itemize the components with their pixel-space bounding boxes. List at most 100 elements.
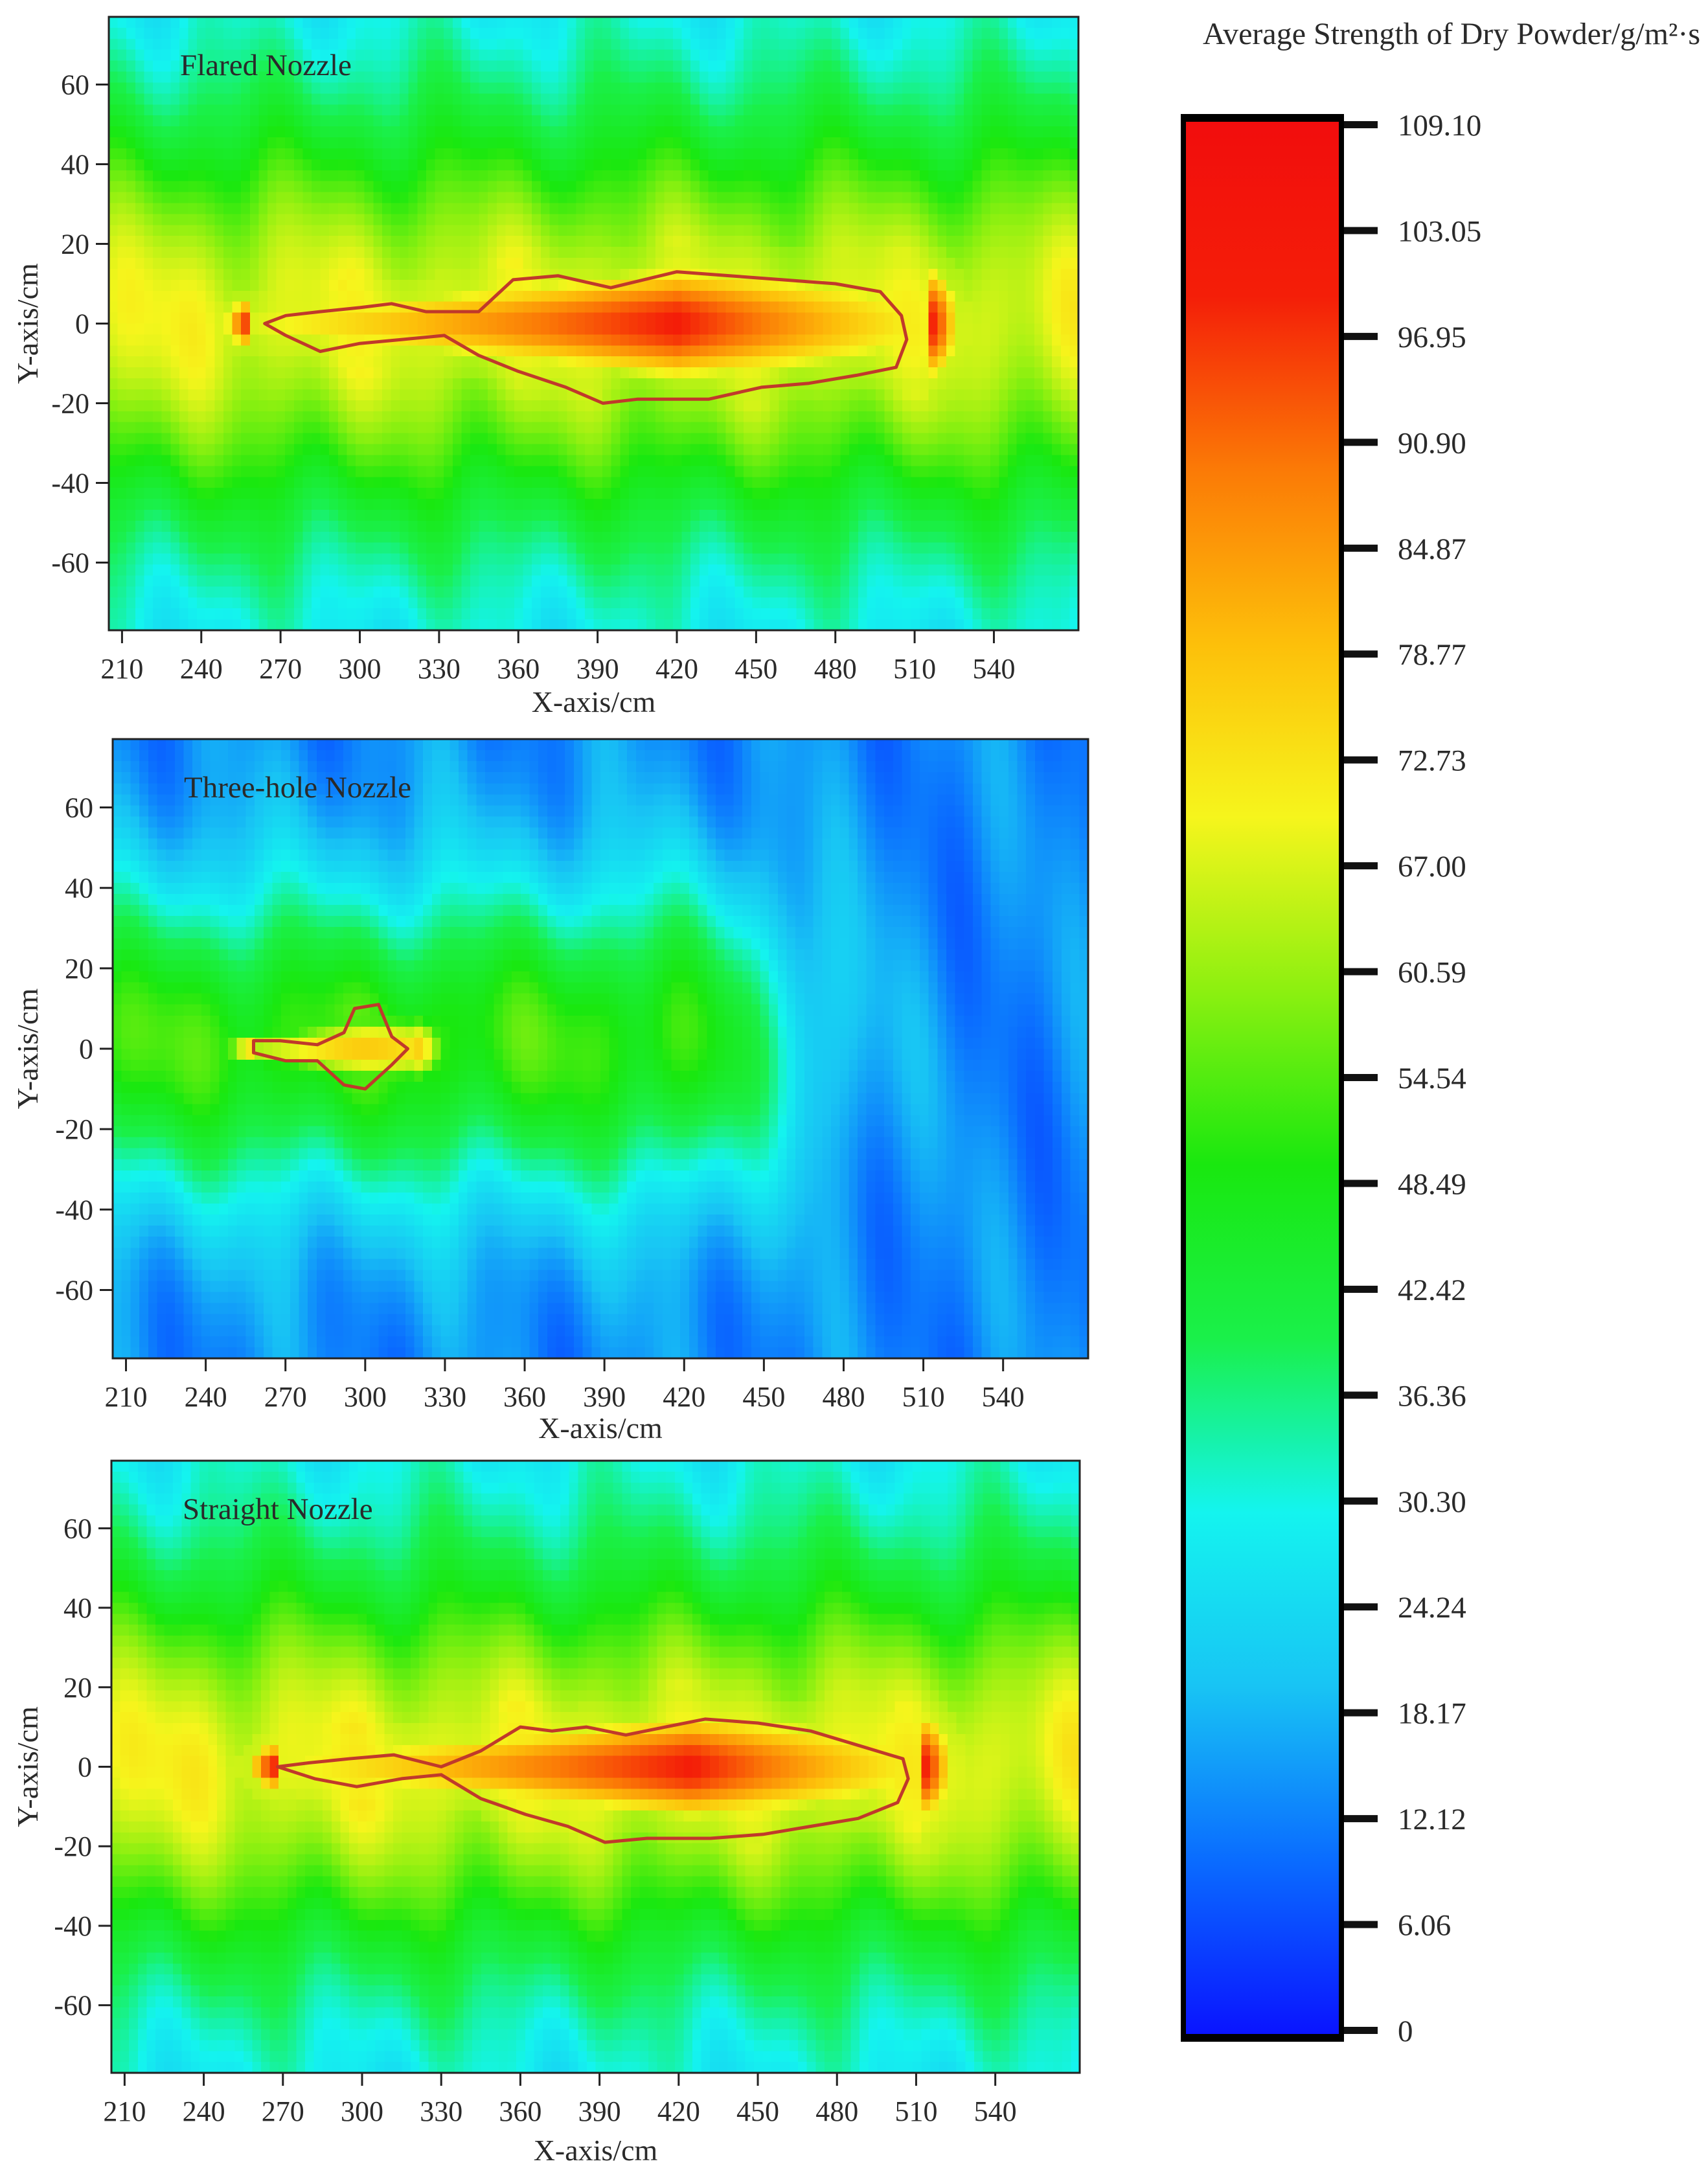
heatmap-cell xyxy=(937,433,947,445)
heatmap-cell xyxy=(532,466,541,477)
heatmap-cell xyxy=(391,389,400,401)
heatmap-cell xyxy=(1025,324,1035,336)
heatmap-cell xyxy=(1052,214,1062,225)
heatmap-cell xyxy=(1017,17,1027,29)
heatmap-cell xyxy=(417,181,427,193)
heatmap-cell xyxy=(170,411,180,423)
heatmap-cell xyxy=(532,137,541,149)
heatmap-cell xyxy=(118,291,128,303)
heatmap-cell xyxy=(338,324,348,336)
heatmap-cell xyxy=(453,17,462,29)
heatmap-cell xyxy=(470,466,480,477)
heatmap-cell xyxy=(258,280,268,291)
heatmap-cell xyxy=(197,510,207,521)
heatmap-cell xyxy=(118,477,128,488)
heatmap-cell xyxy=(946,269,956,280)
heatmap-cell xyxy=(312,159,321,171)
heatmap-cell xyxy=(470,17,480,29)
heatmap-cell xyxy=(223,378,233,390)
heatmap-cell xyxy=(902,444,912,456)
heatmap-cell xyxy=(858,214,868,225)
heatmap-cell xyxy=(955,236,964,247)
heatmap-cell xyxy=(779,39,788,51)
heatmap-cell xyxy=(929,345,939,357)
heatmap-cell xyxy=(726,104,736,116)
heatmap-cell xyxy=(734,280,744,291)
heatmap-cell xyxy=(611,367,621,379)
heatmap-cell xyxy=(523,93,533,105)
heatmap-cell xyxy=(258,422,268,434)
heatmap-cell xyxy=(206,367,216,379)
heatmap-cell xyxy=(144,345,154,357)
heatmap-cell xyxy=(258,170,268,182)
heatmap-cell xyxy=(285,148,295,160)
heatmap-cell xyxy=(876,313,885,325)
heatmap-cell xyxy=(135,477,145,488)
heatmap-cell xyxy=(594,39,604,51)
heatmap-cell xyxy=(893,280,903,291)
heatmap-cell xyxy=(946,170,956,182)
heatmap-cell xyxy=(1034,291,1044,303)
heatmap-cell xyxy=(726,61,736,73)
heatmap-cell xyxy=(1034,455,1044,466)
heatmap-cell xyxy=(373,455,383,466)
heatmap-cell xyxy=(682,444,692,456)
heatmap-cell xyxy=(1008,302,1018,314)
heatmap-cell xyxy=(629,72,639,84)
heatmap-cell xyxy=(990,269,1000,280)
heatmap-cell xyxy=(981,126,991,138)
heatmap-cell xyxy=(479,170,489,182)
heatmap-cell xyxy=(497,400,507,412)
heatmap-cell xyxy=(999,433,1009,445)
heatmap-cell xyxy=(620,159,630,171)
heatmap-cell xyxy=(400,280,409,291)
heatmap-cell xyxy=(558,104,568,116)
heatmap-cell xyxy=(885,345,894,357)
heatmap-cell xyxy=(779,170,788,182)
heatmap-cell xyxy=(514,72,524,84)
heatmap-cell xyxy=(973,17,983,29)
heatmap-cell xyxy=(708,225,718,236)
heatmap-cell xyxy=(179,170,189,182)
heatmap-cell xyxy=(250,422,260,434)
heatmap-cell xyxy=(832,302,841,314)
heatmap-cell xyxy=(197,499,207,510)
heatmap-cell xyxy=(435,82,445,94)
heatmap-cell xyxy=(268,477,277,488)
heatmap-cell xyxy=(946,104,956,116)
heatmap-cell xyxy=(223,400,233,412)
heatmap-cell xyxy=(294,192,304,204)
heatmap-cell xyxy=(1034,170,1044,182)
heatmap-cell xyxy=(832,50,841,62)
heatmap-cell xyxy=(479,280,489,291)
heatmap-cell xyxy=(858,126,868,138)
heatmap-cell xyxy=(964,236,974,247)
heatmap-cell xyxy=(214,236,224,247)
heatmap-cell xyxy=(479,39,489,51)
heatmap-cell xyxy=(488,258,497,269)
heatmap-cell xyxy=(558,422,568,434)
heatmap-cell xyxy=(532,477,541,488)
heatmap-cell xyxy=(435,313,445,325)
heatmap-cell xyxy=(805,269,815,280)
heatmap-cell xyxy=(532,411,541,423)
heatmap-cell xyxy=(417,28,427,40)
heatmap-cell xyxy=(294,115,304,127)
heatmap-cell xyxy=(946,72,956,84)
heatmap-cell xyxy=(214,367,224,379)
heatmap-cell xyxy=(558,50,568,62)
heatmap-cell xyxy=(1052,104,1062,116)
heatmap-cell xyxy=(144,50,154,62)
heatmap-cell xyxy=(567,170,577,182)
heatmap-cell xyxy=(250,269,260,280)
heatmap-cell xyxy=(470,477,480,488)
heatmap-cell xyxy=(558,159,568,171)
heatmap-cell xyxy=(391,192,400,204)
heatmap-cell xyxy=(373,203,383,214)
heatmap-cell xyxy=(312,444,321,456)
heatmap-cell xyxy=(365,466,374,477)
heatmap-cell xyxy=(321,510,330,521)
heatmap-cell xyxy=(294,444,304,456)
heatmap-cell xyxy=(937,291,947,303)
heatmap-cell xyxy=(268,411,277,423)
